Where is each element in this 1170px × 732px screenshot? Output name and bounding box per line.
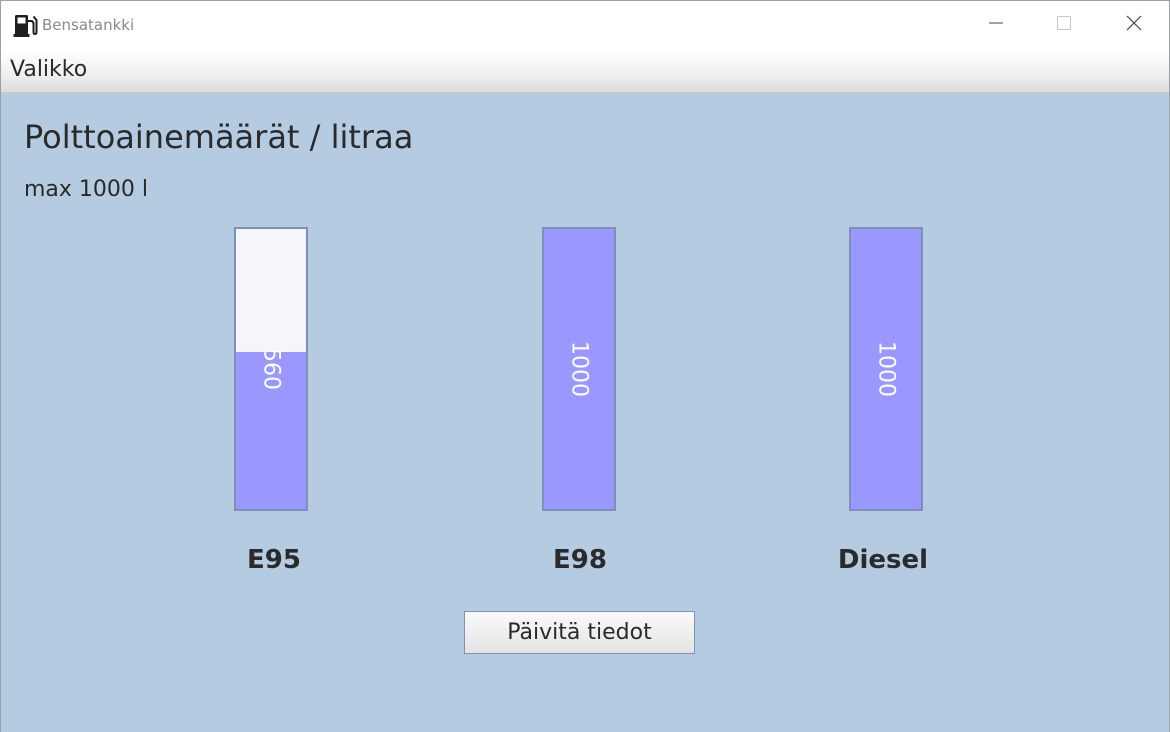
- tank-value-diesel: 1000: [873, 341, 899, 397]
- window-title: Bensatankki: [42, 16, 135, 34]
- tank-gauge-diesel: 1000: [849, 227, 923, 511]
- tank-fill-e95: [236, 352, 306, 509]
- tank-gauge-e95: 560: [234, 227, 308, 511]
- minimize-button[interactable]: [961, 1, 1031, 49]
- close-icon: [1125, 14, 1143, 36]
- maximize-icon: [1056, 15, 1072, 35]
- menu-bar: [1, 51, 1169, 93]
- max-capacity-label: max 1000 l: [24, 177, 149, 202]
- update-data-button[interactable]: Päivitä tiedot: [464, 611, 695, 654]
- tank-fill-diesel: [851, 229, 921, 509]
- menu-valikko[interactable]: Valikko: [10, 57, 88, 82]
- tank-value-e98: 1000: [566, 341, 592, 397]
- close-button[interactable]: [1099, 1, 1169, 49]
- tank-label-e95: E95: [247, 545, 301, 575]
- tank-label-e98: E98: [553, 545, 607, 575]
- page-title: Polttoainemäärät / litraa: [24, 118, 414, 156]
- title-bar[interactable]: Bensatankki: [1, 1, 1169, 51]
- maximize-button[interactable]: [1029, 1, 1099, 49]
- minimize-icon: [988, 15, 1004, 35]
- tank-gauge-e98: 1000: [542, 227, 616, 511]
- tank-label-diesel: Diesel: [837, 545, 929, 575]
- tank-fill-e98: [544, 229, 614, 509]
- tank-value-e95: 560: [258, 348, 284, 390]
- fuel-pump-icon: [13, 12, 39, 38]
